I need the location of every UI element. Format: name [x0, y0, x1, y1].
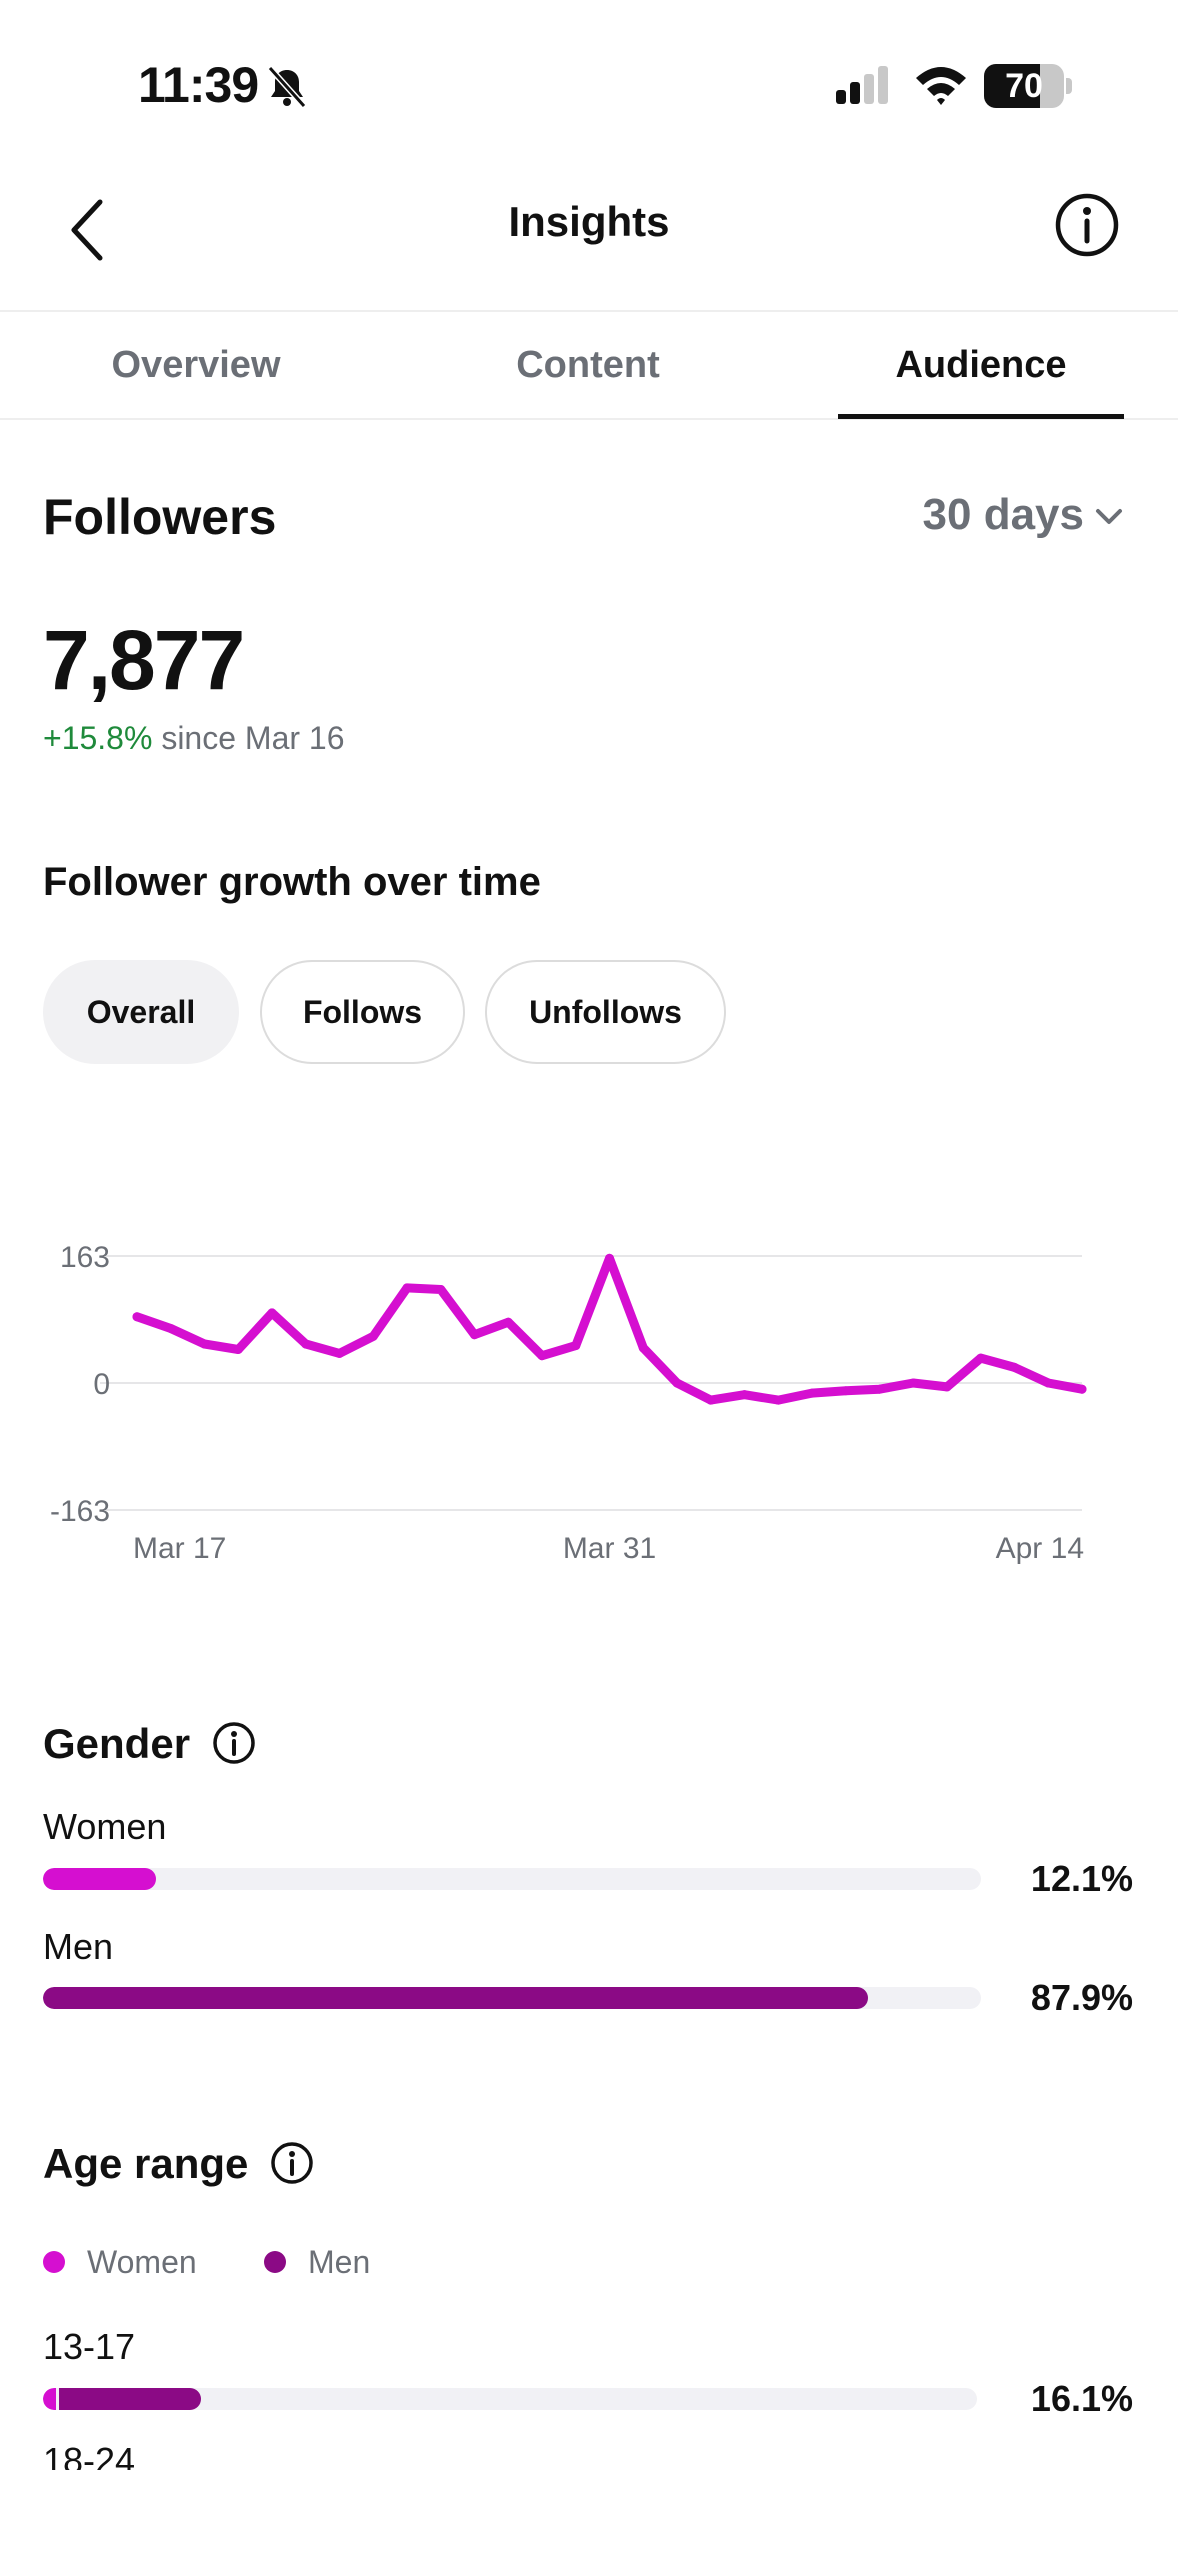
gender-women-fill — [43, 1868, 157, 1890]
header-divider — [0, 310, 1178, 312]
data-point — [503, 1317, 513, 1327]
info-icon[interactable] — [270, 2141, 314, 2185]
data-point — [470, 1330, 479, 1340]
data-point — [132, 1312, 142, 1322]
data-point — [1077, 1384, 1087, 1394]
chip-overall[interactable]: Overall — [43, 960, 239, 1064]
follower-growth-chart: 163 0 -163 Mar 17 Mar 31 Apr 14 — [50, 1241, 1087, 1565]
data-point — [368, 1331, 378, 1341]
data-point — [301, 1339, 311, 1349]
growth-summary: +15.8% since Mar 16 — [43, 720, 345, 757]
growth-percentage: +15.8% — [43, 720, 153, 756]
age-13-17-label: 13-17 — [43, 2326, 136, 2367]
data-point — [436, 1285, 446, 1295]
y-tick-label: 0 — [93, 1368, 110, 1401]
chip-unfollows[interactable]: Unfollows — [485, 960, 726, 1064]
data-point — [875, 1384, 884, 1394]
age-18-24-label: 18-24 — [43, 2440, 136, 2470]
gender-men-label: Men — [43, 1926, 114, 1967]
status-bar: 11:39 70 — [0, 0, 1178, 170]
data-point — [740, 1390, 749, 1400]
battery-level: 70 — [1005, 67, 1043, 105]
age-13-17-women-fill — [43, 2388, 57, 2410]
data-point — [233, 1344, 243, 1354]
chip-follows[interactable]: Follows — [260, 960, 465, 1064]
tab-content[interactable]: Content — [516, 344, 660, 386]
growth-chart-title: Follower growth over time — [43, 860, 541, 904]
age-13-17-bar — [43, 2388, 977, 2410]
battery-indicator: 70 — [984, 64, 1072, 108]
data-point — [976, 1353, 986, 1363]
series-line — [132, 1253, 1087, 1405]
data-point — [402, 1283, 412, 1293]
chevron-down-icon — [1096, 509, 1122, 525]
gender-men-bar — [43, 1987, 981, 2009]
info-icon[interactable] — [212, 1721, 256, 1765]
gender-women-value: 12.1% — [1030, 1858, 1133, 1899]
gender-title: Gender — [43, 1720, 191, 1767]
info-icon[interactable] — [1054, 192, 1120, 258]
y-tick-label: 163 — [60, 1241, 110, 1274]
wifi-icon — [916, 67, 966, 105]
data-point — [571, 1341, 581, 1351]
followers-title: Followers — [43, 489, 277, 545]
age-13-17-value: 16.1% — [1030, 2378, 1133, 2419]
gender-women-bar — [43, 1868, 981, 1890]
cellular-signal-icon — [836, 66, 888, 104]
x-tick-label: Apr 14 — [996, 1532, 1084, 1565]
data-point — [672, 1378, 682, 1388]
tab-overview[interactable]: Overview — [111, 344, 281, 386]
data-point — [807, 1388, 817, 1398]
data-point — [773, 1395, 783, 1405]
period-label: 30 days — [922, 490, 1084, 539]
legend-women: Women — [43, 2244, 197, 2281]
data-point — [1043, 1378, 1053, 1388]
data-point — [537, 1351, 547, 1361]
data-point — [706, 1395, 716, 1405]
status-time: 11:39 — [138, 57, 259, 113]
gender-women-label: Women — [43, 1806, 167, 1847]
gender-section: Gender — [43, 1720, 256, 1768]
data-point — [908, 1378, 918, 1388]
legend-men-label: Men — [308, 2244, 371, 2280]
data-point — [841, 1386, 851, 1396]
age-13-17-men-fill — [59, 2388, 202, 2410]
tab-audience[interactable]: Audience — [895, 344, 1067, 386]
gender-men-fill — [43, 1987, 868, 2009]
data-point — [605, 1253, 614, 1263]
active-tab-indicator — [838, 414, 1124, 419]
data-point — [638, 1343, 648, 1353]
x-tick-label: Mar 17 — [133, 1532, 226, 1565]
legend-women-label: Women — [87, 2244, 197, 2280]
gender-men-value: 87.9% — [1030, 1977, 1133, 2018]
period-dropdown[interactable]: 30 days — [923, 490, 1124, 540]
legend-dot-women — [43, 2250, 65, 2273]
bell-off-icon — [267, 65, 307, 109]
legend-dot-men — [264, 2250, 286, 2273]
data-point — [166, 1323, 176, 1333]
data-point — [942, 1382, 952, 1392]
x-tick-label: Mar 31 — [563, 1532, 656, 1565]
data-point — [200, 1339, 209, 1349]
growth-since: since Mar 16 — [161, 720, 345, 756]
age-range-section: Age range — [43, 2140, 314, 2188]
tab-bar: Overview Content Audience — [0, 312, 1178, 420]
age-range-title: Age range — [43, 2140, 249, 2187]
data-point — [1010, 1362, 1019, 1372]
y-tick-label: -163 — [50, 1495, 110, 1528]
legend-men: Men — [264, 2244, 370, 2281]
data-point — [335, 1348, 344, 1358]
followers-count: 7,877 — [43, 613, 245, 707]
page-title: Insights — [508, 198, 670, 245]
header: Insights — [0, 170, 1178, 310]
data-point — [267, 1308, 277, 1318]
back-chevron-icon[interactable] — [60, 194, 116, 266]
